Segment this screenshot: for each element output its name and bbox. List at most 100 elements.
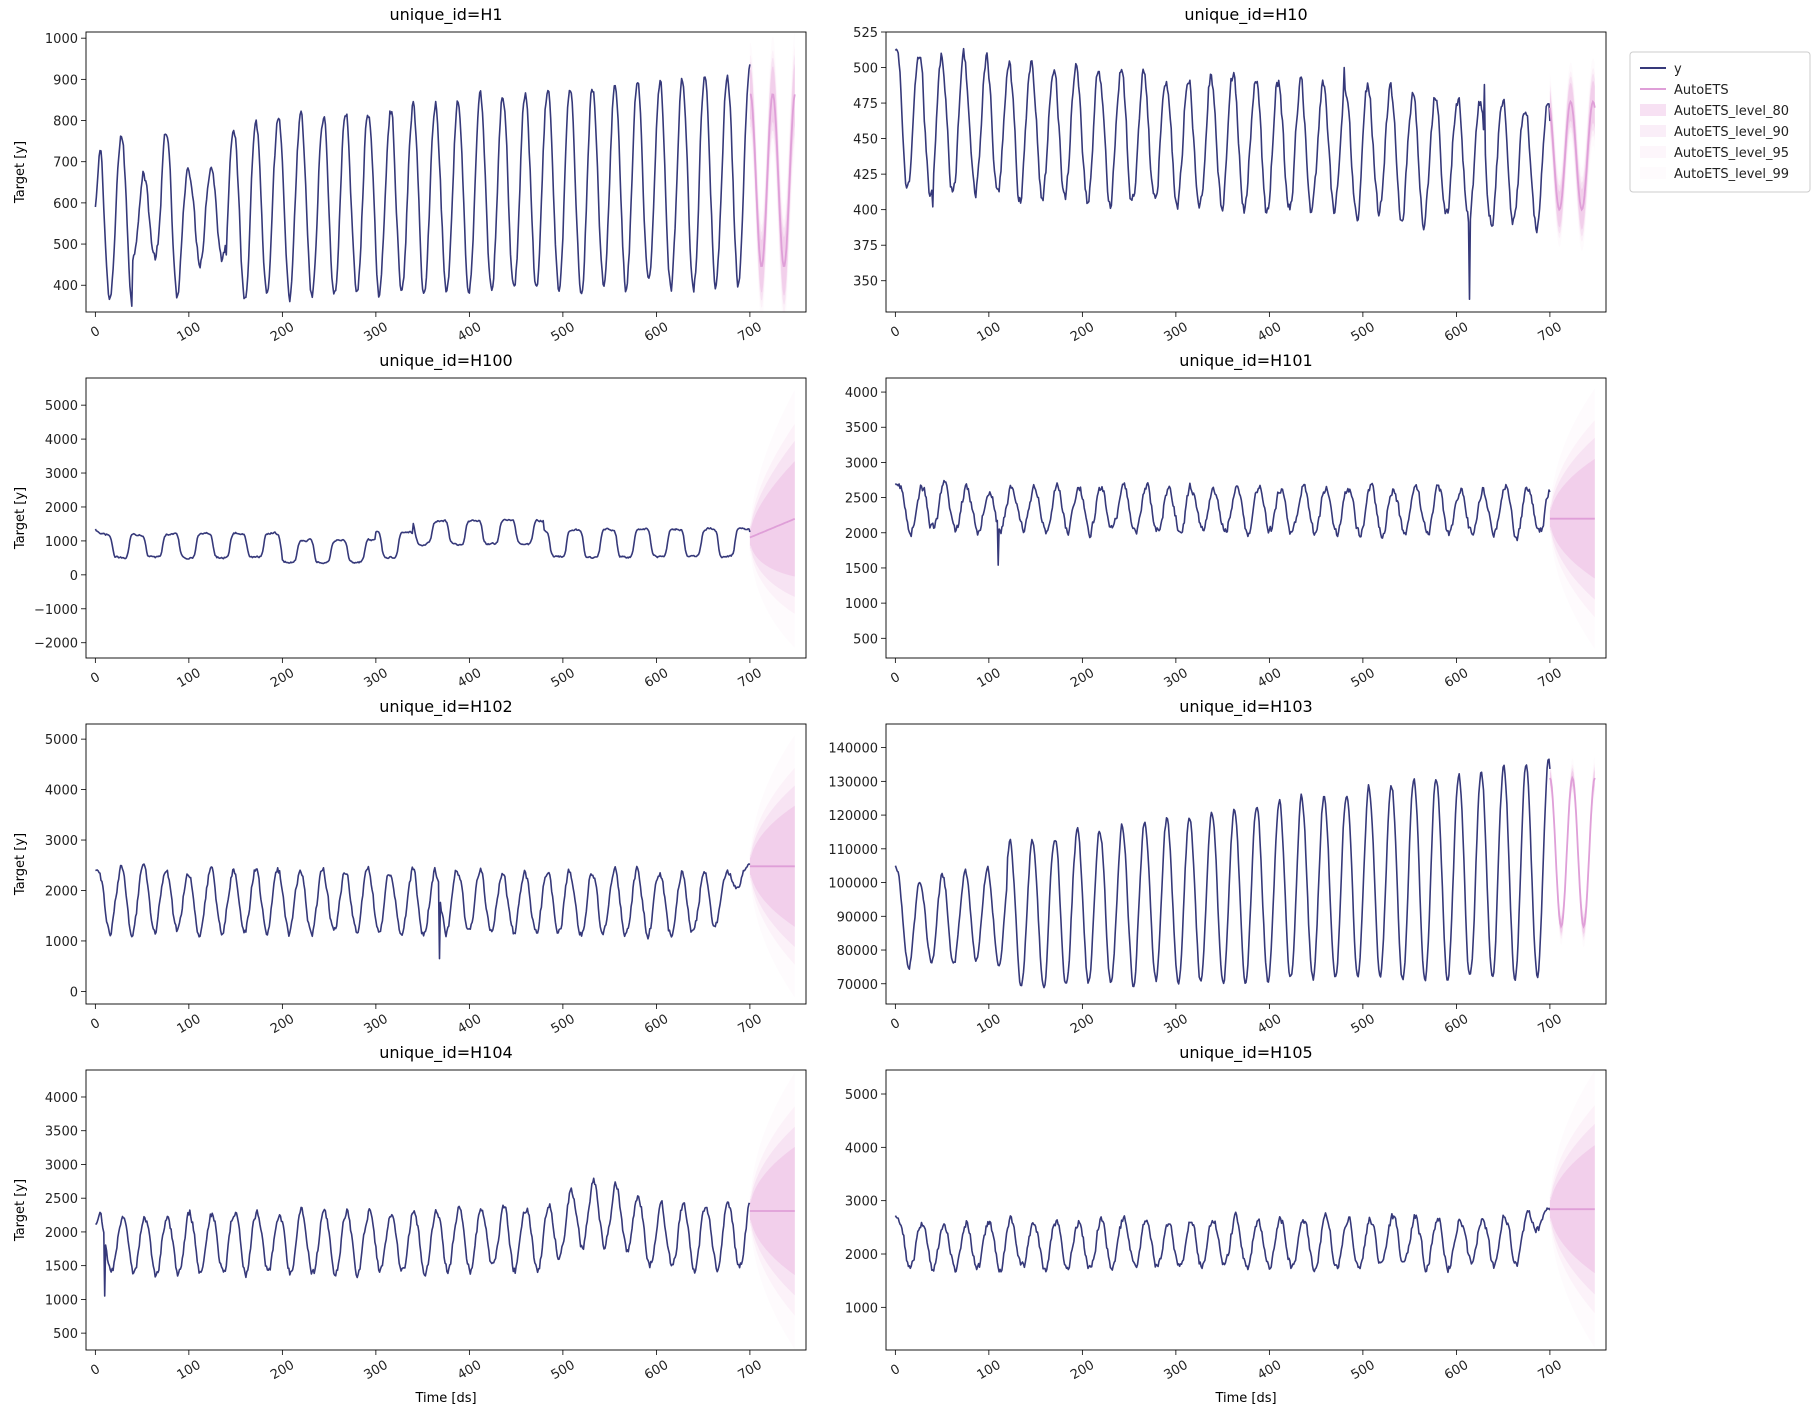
forecast-band-level-99 (1549, 756, 1595, 948)
y-tick-label: 425 (853, 168, 878, 183)
forecast-band-level-80 (749, 461, 795, 577)
plot-area (94, 389, 796, 648)
x-tick-label: 100 (975, 320, 1004, 345)
axes-frame (885, 31, 1607, 313)
forecast-band-level-80 (1549, 80, 1595, 230)
y-tick-label: 450 (853, 133, 878, 148)
x-tick-label: 200 (1068, 1012, 1097, 1037)
x-tick-label: 0 (88, 1016, 103, 1033)
series-autoets-line (749, 93, 796, 267)
x-tick-label: 600 (642, 1012, 671, 1037)
y-tick-label: 4000 (845, 1141, 878, 1156)
y-tick-label: 120000 (828, 809, 878, 824)
x-tick-label: 600 (1442, 320, 1471, 345)
y-tick-label: 375 (853, 239, 878, 254)
legend-label-level-90: AutoETS_level_90 (1674, 125, 1789, 140)
x-tick-label: 600 (642, 320, 671, 345)
subplot-5: unique_id=H102 0 100 200 300 400 500 600 700 0 100… (13, 697, 807, 1037)
x-tick-label: 300 (362, 320, 391, 345)
y-tick-label: −1000 (34, 603, 78, 618)
y-tick-label: 4000 (45, 433, 78, 448)
y-tick-label: 1500 (45, 1260, 78, 1275)
x-axis-label: Time [ds] (414, 1391, 476, 1406)
x-tick-label: 400 (455, 320, 484, 345)
y-tick-label: 500 (853, 632, 878, 647)
x-tick-label: 500 (549, 666, 578, 691)
subplot-3: unique_id=H100 0 100 200 300 400 500 600 700 −200… (13, 351, 807, 691)
y-tick-label: 3000 (45, 467, 78, 482)
legend-frame (1629, 51, 1811, 193)
plot-area (894, 1070, 1595, 1348)
axes-frame (85, 377, 807, 659)
legend-label-y: y (1674, 62, 1682, 77)
series-autoets-line (749, 517, 796, 539)
x-tick-label: 400 (1255, 1358, 1284, 1383)
y-tick-label: 4000 (845, 386, 878, 401)
series-y-line (95, 1177, 751, 1297)
subplot-title: unique_id=H100 (379, 351, 512, 371)
y-axis-label: Target [y] (13, 1179, 28, 1242)
x-tick-label: 0 (88, 324, 103, 341)
y-tick-label: 3000 (845, 1195, 878, 1210)
y-tick-label: 700 (53, 156, 78, 171)
x-tick-label: 100 (175, 1012, 204, 1037)
x-tick-label: 500 (549, 1358, 578, 1383)
x-tick-label: 0 (888, 1362, 903, 1379)
x-tick-label: 300 (362, 1012, 391, 1037)
forecast-band-level-99 (749, 32, 795, 312)
x-tick-label: 600 (1442, 1012, 1471, 1037)
series-y-line (95, 863, 751, 960)
x-tick-label: 600 (642, 1358, 671, 1383)
x-tick-label: 400 (1255, 320, 1284, 345)
y-tick-label: 3000 (45, 1158, 78, 1173)
x-tick-label: 200 (268, 666, 297, 691)
x-tick-label: 200 (1068, 320, 1097, 345)
y-axis-label: Target [y] (13, 141, 28, 204)
y-tick-label: 400 (53, 279, 78, 294)
x-tick-label: 300 (362, 1358, 391, 1383)
y-tick-label: 4000 (45, 1091, 78, 1106)
x-tick-label: 0 (88, 1362, 103, 1379)
series-y-line (894, 758, 1551, 989)
y-tick-label: 3000 (845, 456, 878, 471)
x-tick-label: 100 (175, 666, 204, 691)
x-tick-label: 0 (88, 670, 103, 687)
x-tick-label: 500 (1349, 1358, 1378, 1383)
y-tick-label: 2000 (45, 1226, 78, 1241)
x-axis-label: Time [ds] (1214, 1391, 1276, 1406)
y-tick-label: 500 (853, 62, 878, 77)
y-tick-label: 70000 (837, 978, 878, 993)
forecast-band-level-99 (749, 389, 795, 648)
legend: y AutoETS AutoETS_level_80 AutoETS_level… (1629, 51, 1811, 193)
subplot-title: unique_id=H1 (389, 5, 502, 25)
subplot-title: unique_id=H101 (1179, 351, 1312, 371)
axes-frame (885, 377, 1607, 659)
y-tick-label: 90000 (837, 910, 878, 925)
y-tick-label: 900 (53, 73, 78, 88)
y-tick-label: 1000 (845, 1301, 878, 1316)
x-tick-label: 200 (268, 320, 297, 345)
y-tick-label: 4000 (45, 784, 78, 799)
x-tick-label: 200 (268, 1012, 297, 1037)
axes-frame (85, 1069, 807, 1351)
y-tick-label: 2000 (845, 527, 878, 542)
x-tick-label: 200 (268, 1358, 297, 1383)
subplot-title: unique_id=H10 (1184, 5, 1307, 25)
series-y-line (94, 518, 751, 565)
y-tick-label: 2000 (45, 884, 78, 899)
series-autoets-line (1549, 99, 1596, 212)
x-tick-label: 300 (1162, 1012, 1191, 1037)
forecast-band-level-95 (749, 45, 795, 312)
x-tick-label: 500 (549, 1012, 578, 1037)
y-tick-label: 600 (53, 197, 78, 212)
x-tick-label: 700 (736, 1012, 765, 1037)
y-tick-label: 1500 (845, 562, 878, 577)
y-axis-label: Target [y] (13, 487, 28, 550)
plot-area (894, 388, 1595, 649)
subplot-6: unique_id=H103 0 100 200 300 400 500 600 700 7000… (828, 697, 1607, 1037)
legend-label-autoets: AutoETS (1674, 83, 1729, 98)
x-tick-label: 600 (1442, 666, 1471, 691)
legend-label-level-80: AutoETS_level_80 (1674, 104, 1789, 119)
y-tick-label: 1000 (45, 32, 78, 47)
legend-label-level-99: AutoETS_level_99 (1674, 167, 1789, 182)
